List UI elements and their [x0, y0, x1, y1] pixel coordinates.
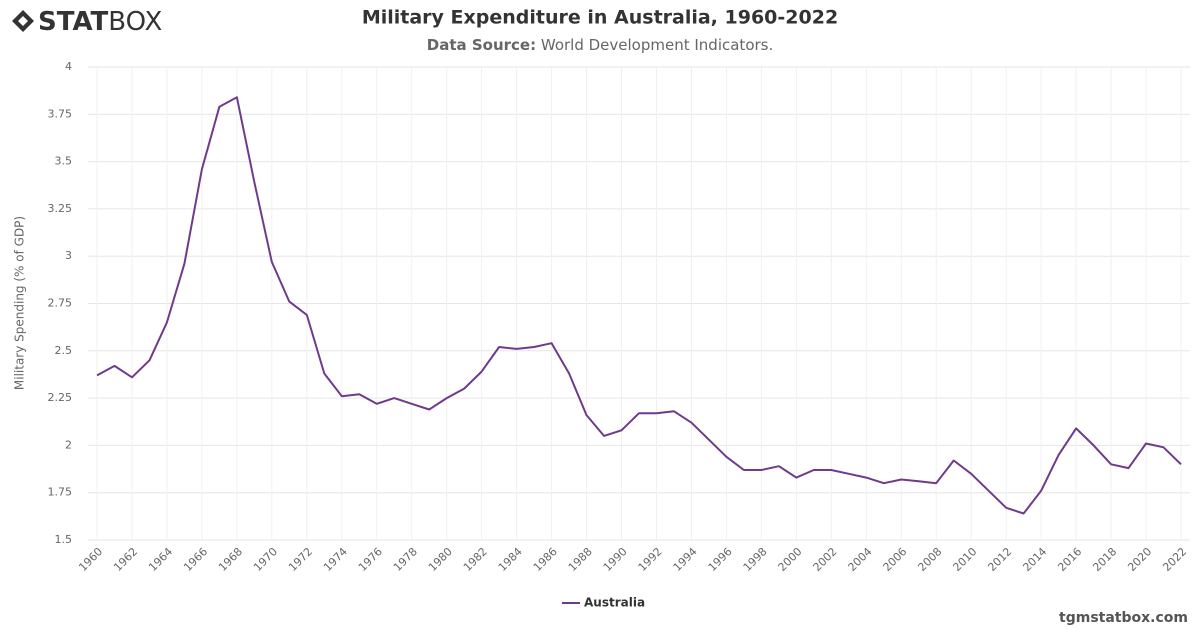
x-tick-label: 1970	[251, 545, 280, 574]
y-tick-label: 2.75	[48, 297, 73, 310]
x-tick-label: 1990	[601, 545, 630, 574]
logo-icon	[12, 10, 34, 32]
x-tick-label: 2002	[811, 545, 840, 574]
website: tgmstatbox.com	[1059, 610, 1188, 626]
x-tick-label: 1976	[356, 545, 385, 574]
y-tick-label: 1.5	[55, 533, 73, 546]
x-tick-label: 2012	[985, 545, 1014, 574]
x-tick-label: 1986	[531, 545, 560, 574]
x-tick-label: 2020	[1125, 545, 1154, 574]
x-tick-label: 1988	[566, 545, 595, 574]
legend-item: Australia	[562, 596, 645, 610]
x-tick-label: 1982	[461, 545, 490, 574]
subtitle-text: World Development Indicators.	[541, 36, 773, 54]
x-tick-label: 2018	[1090, 545, 1119, 574]
x-tick-label: 1966	[181, 545, 210, 574]
x-tick-label: 1978	[391, 545, 420, 574]
y-axis-label: Military Spending (% of GDP)	[13, 216, 27, 390]
x-tick-label: 2010	[950, 545, 979, 574]
y-tick-label: 2	[65, 438, 72, 451]
y-tick-label: 3	[65, 249, 72, 262]
y-tick-label: 2.5	[55, 344, 73, 357]
x-tick-label: 1972	[286, 545, 315, 574]
x-tick-label: 2022	[1160, 545, 1189, 574]
subtitle-label: Data Source:	[427, 36, 536, 54]
y-tick-label: 3.25	[48, 202, 73, 215]
x-tick-label: 2016	[1055, 545, 1084, 574]
x-tick-label: 1998	[741, 545, 770, 574]
y-tick-label: 3.75	[48, 107, 73, 120]
logo-text: STATBOX	[38, 7, 162, 37]
y-tick-label: 4	[65, 60, 72, 73]
x-tick-label: 1964	[146, 545, 175, 574]
x-tick-label: 2014	[1020, 545, 1049, 574]
x-tick-label: 1968	[216, 545, 245, 574]
chart-title: Military Expenditure in Australia, 1960-…	[362, 7, 838, 29]
x-tick-label: 2006	[881, 545, 910, 574]
x-tick-label: 2008	[915, 545, 944, 574]
x-tick-label: 1984	[496, 545, 525, 574]
x-tick-label: 1980	[426, 545, 455, 574]
x-tick-label: 1992	[636, 545, 665, 574]
x-tick-label: 1962	[111, 545, 140, 574]
logo-bold: STAT	[38, 7, 109, 37]
legend-label: Australia	[584, 596, 645, 610]
x-tick-label: 1996	[706, 545, 735, 574]
x-tick-label: 2000	[776, 545, 805, 574]
logo: STATBOX	[12, 7, 162, 37]
y-tick-label: 1.75	[48, 486, 73, 499]
x-tick-label: 1974	[321, 545, 350, 574]
x-tick-label: 1960	[76, 545, 105, 574]
chart-subtitle: Data Source: World Development Indicator…	[427, 36, 774, 54]
y-tick-label: 2.25	[48, 391, 73, 404]
x-tick-label: 1994	[671, 545, 700, 574]
logo-light: BOX	[108, 7, 162, 37]
y-tick-label: 3.5	[55, 155, 73, 168]
data-line	[96, 96, 1182, 515]
x-tick-label: 2004	[846, 545, 875, 574]
